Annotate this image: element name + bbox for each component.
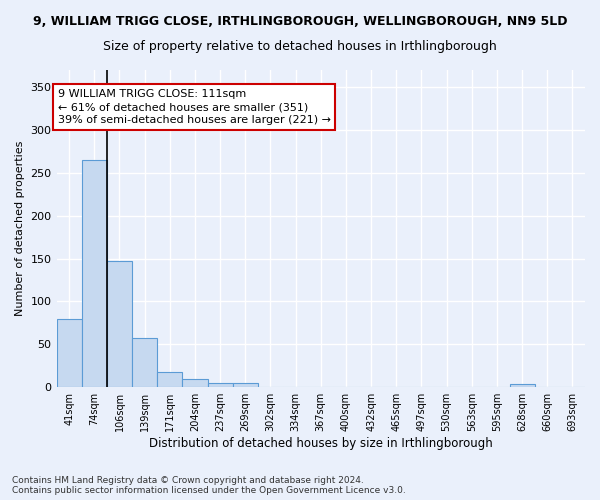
Bar [107, 261, 132, 387]
Bar [132, 338, 157, 387]
Text: Contains HM Land Registry data © Crown copyright and database right 2024.
Contai: Contains HM Land Registry data © Crown c… [12, 476, 406, 495]
Y-axis label: Number of detached properties: Number of detached properties [15, 141, 25, 316]
Bar [208, 383, 233, 387]
Bar [233, 383, 258, 387]
Text: 9 WILLIAM TRIGG CLOSE: 111sqm
← 61% of detached houses are smaller (351)
39% of : 9 WILLIAM TRIGG CLOSE: 111sqm ← 61% of d… [58, 89, 331, 126]
Bar [56, 320, 82, 387]
Text: Size of property relative to detached houses in Irthlingborough: Size of property relative to detached ho… [103, 40, 497, 53]
Text: 9, WILLIAM TRIGG CLOSE, IRTHLINGBOROUGH, WELLINGBOROUGH, NN9 5LD: 9, WILLIAM TRIGG CLOSE, IRTHLINGBOROUGH,… [33, 15, 567, 28]
X-axis label: Distribution of detached houses by size in Irthlingborough: Distribution of detached houses by size … [149, 437, 493, 450]
Bar [182, 378, 208, 387]
Bar [509, 384, 535, 387]
Bar [157, 372, 182, 387]
Bar [82, 160, 107, 387]
